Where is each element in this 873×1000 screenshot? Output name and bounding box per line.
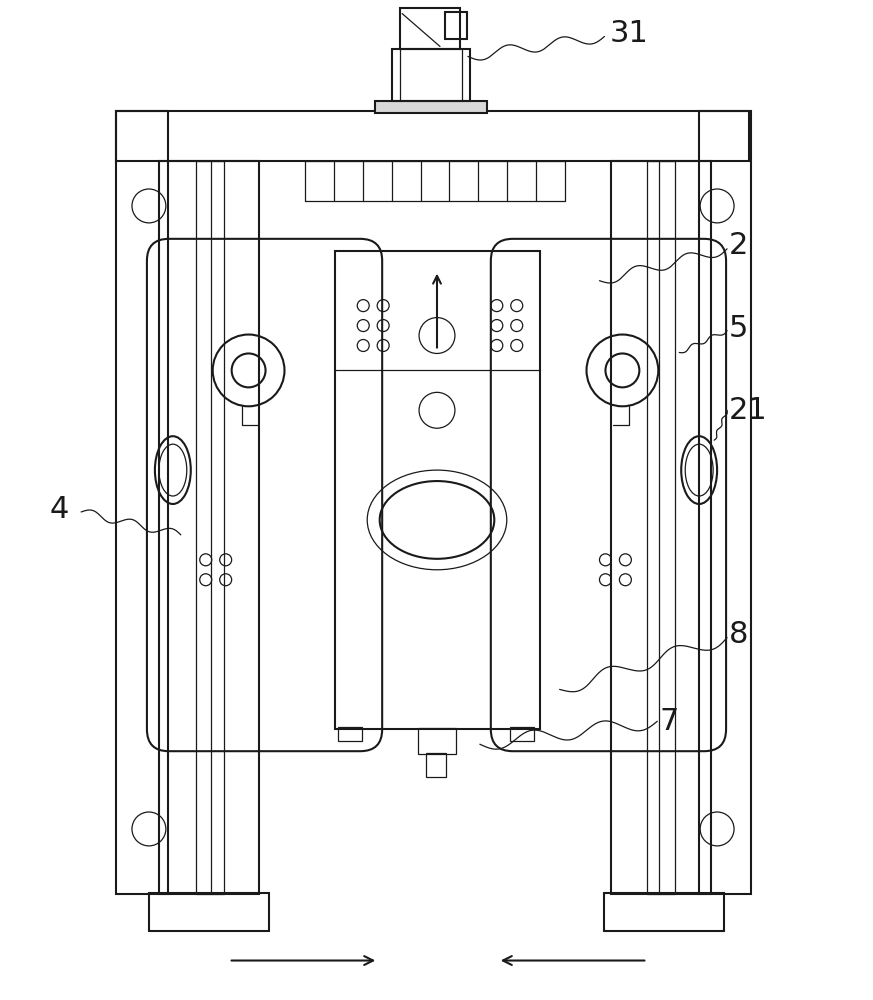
Text: 31: 31 <box>609 19 649 48</box>
Text: 21: 21 <box>729 396 768 425</box>
Bar <box>445 12 467 39</box>
Bar <box>699 111 751 894</box>
Text: 7: 7 <box>659 707 678 736</box>
Bar <box>647 161 675 894</box>
Text: 8: 8 <box>729 620 748 649</box>
Bar <box>116 111 749 161</box>
Text: 4: 4 <box>49 495 69 524</box>
Bar <box>335 251 540 729</box>
Bar <box>611 161 711 894</box>
Bar <box>116 111 168 894</box>
Bar <box>400 8 460 49</box>
Text: 5: 5 <box>729 314 748 343</box>
Bar <box>418 728 456 754</box>
Bar <box>604 893 724 931</box>
Bar <box>392 49 470 101</box>
Bar <box>426 753 446 777</box>
Text: 2: 2 <box>729 231 748 260</box>
Bar <box>159 161 258 894</box>
Bar <box>196 161 223 894</box>
Bar <box>149 893 269 931</box>
Bar <box>339 727 362 741</box>
Bar <box>510 727 533 741</box>
Bar <box>375 101 487 113</box>
